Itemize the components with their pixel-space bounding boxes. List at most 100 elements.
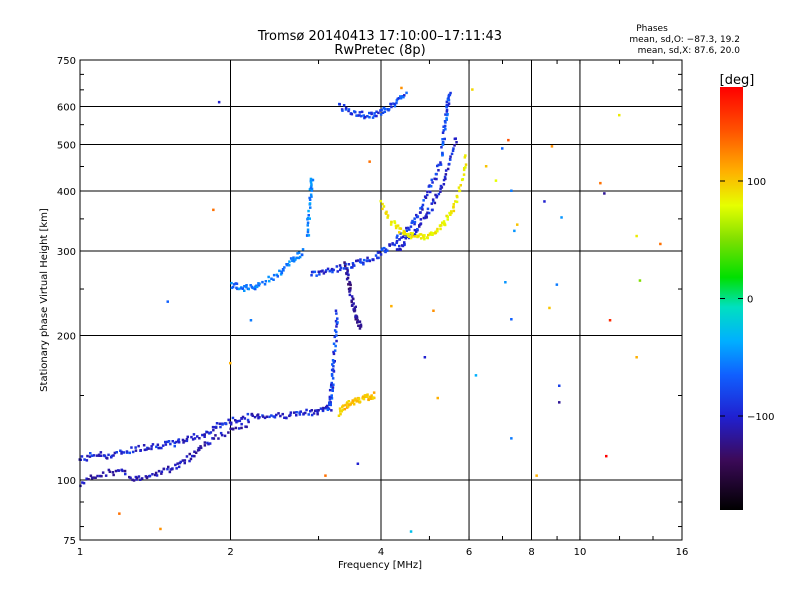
data-point <box>112 454 115 457</box>
data-point <box>455 200 459 204</box>
data-point <box>177 438 181 441</box>
data-point <box>451 149 455 152</box>
data-point <box>99 451 103 454</box>
data-point <box>167 440 171 443</box>
data-point <box>359 258 362 261</box>
data-point <box>227 418 230 422</box>
data-point <box>383 107 387 111</box>
data-point <box>289 257 293 260</box>
data-point <box>288 260 291 263</box>
data-point <box>218 422 222 425</box>
data-point <box>89 452 92 455</box>
data-point <box>193 450 196 453</box>
data-point <box>229 427 232 431</box>
data-point <box>332 369 335 373</box>
data-point <box>306 234 309 237</box>
data-point <box>349 403 352 406</box>
data-point <box>309 179 313 183</box>
data-point <box>188 452 191 456</box>
data-point <box>169 468 172 471</box>
data-point <box>298 413 302 416</box>
data-point <box>166 440 169 444</box>
data-point <box>362 114 365 117</box>
data-point <box>445 100 449 104</box>
y-tick-label: 100 <box>57 476 76 487</box>
data-point <box>246 412 250 416</box>
data-point <box>234 419 237 422</box>
data-point <box>124 472 127 476</box>
data-point <box>449 213 452 216</box>
data-point <box>439 227 442 231</box>
data-point <box>452 203 455 206</box>
data-point <box>435 196 438 199</box>
data-point <box>446 218 449 221</box>
data-point <box>608 319 612 322</box>
data-point <box>416 228 419 231</box>
data-point <box>319 407 323 410</box>
data-point <box>272 278 275 281</box>
data-point <box>117 469 121 472</box>
data-point <box>443 124 447 128</box>
data-point <box>391 243 395 246</box>
data-point <box>328 269 331 273</box>
data-point <box>382 205 386 208</box>
data-point <box>440 224 443 227</box>
data-point <box>409 225 413 228</box>
data-point <box>296 252 299 255</box>
data-point <box>428 232 432 235</box>
data-point <box>332 342 336 345</box>
data-point <box>308 217 311 220</box>
data-point <box>348 403 351 407</box>
data-point <box>328 401 331 404</box>
data-point <box>164 443 168 446</box>
data-point <box>379 199 382 203</box>
data-point <box>409 232 413 235</box>
data-point <box>294 258 297 261</box>
colorbar-ticks: 100 0 −100 <box>720 177 774 423</box>
data-point <box>90 476 94 480</box>
data-point <box>279 414 282 418</box>
data-point <box>308 188 312 191</box>
data-point <box>398 231 401 234</box>
data-point <box>356 321 359 324</box>
data-point <box>352 403 356 406</box>
x-tick-label: 4 <box>378 547 384 558</box>
data-point <box>444 113 447 116</box>
data-point <box>360 110 364 114</box>
data-point <box>309 206 312 209</box>
data-point <box>231 428 235 431</box>
data-point <box>278 269 281 273</box>
data-point <box>445 110 449 113</box>
data-point <box>347 108 351 111</box>
data-point <box>339 410 342 413</box>
data-point <box>358 260 362 264</box>
axis-ticks: 1 2 4 6 8 10 16 75 100 200 300 400 500 600 750 <box>57 56 688 558</box>
data-point <box>179 460 182 464</box>
data-point <box>79 458 82 461</box>
data-point <box>408 235 411 238</box>
data-point <box>338 103 341 106</box>
chart-subtitle: RwPretec (8p) <box>334 43 425 58</box>
data-point <box>419 207 422 210</box>
data-point <box>317 270 320 273</box>
data-point <box>371 116 375 119</box>
data-point <box>80 455 84 458</box>
data-point <box>82 481 86 485</box>
data-point <box>393 103 397 106</box>
data-point <box>395 236 399 239</box>
data-point <box>272 273 276 277</box>
data-point <box>402 95 405 99</box>
data-point <box>354 314 358 318</box>
data-point <box>309 177 313 181</box>
data-point <box>421 234 425 237</box>
data-point <box>212 428 215 432</box>
data-point <box>330 397 334 400</box>
data-point <box>321 408 325 412</box>
data-point <box>196 435 199 438</box>
data-point <box>255 285 259 289</box>
data-point <box>199 445 202 448</box>
data-point <box>253 415 257 419</box>
x-tick-label: 16 <box>676 547 689 558</box>
data-point <box>115 451 118 454</box>
x-axis-label: Frequency [MHz] <box>338 560 422 571</box>
